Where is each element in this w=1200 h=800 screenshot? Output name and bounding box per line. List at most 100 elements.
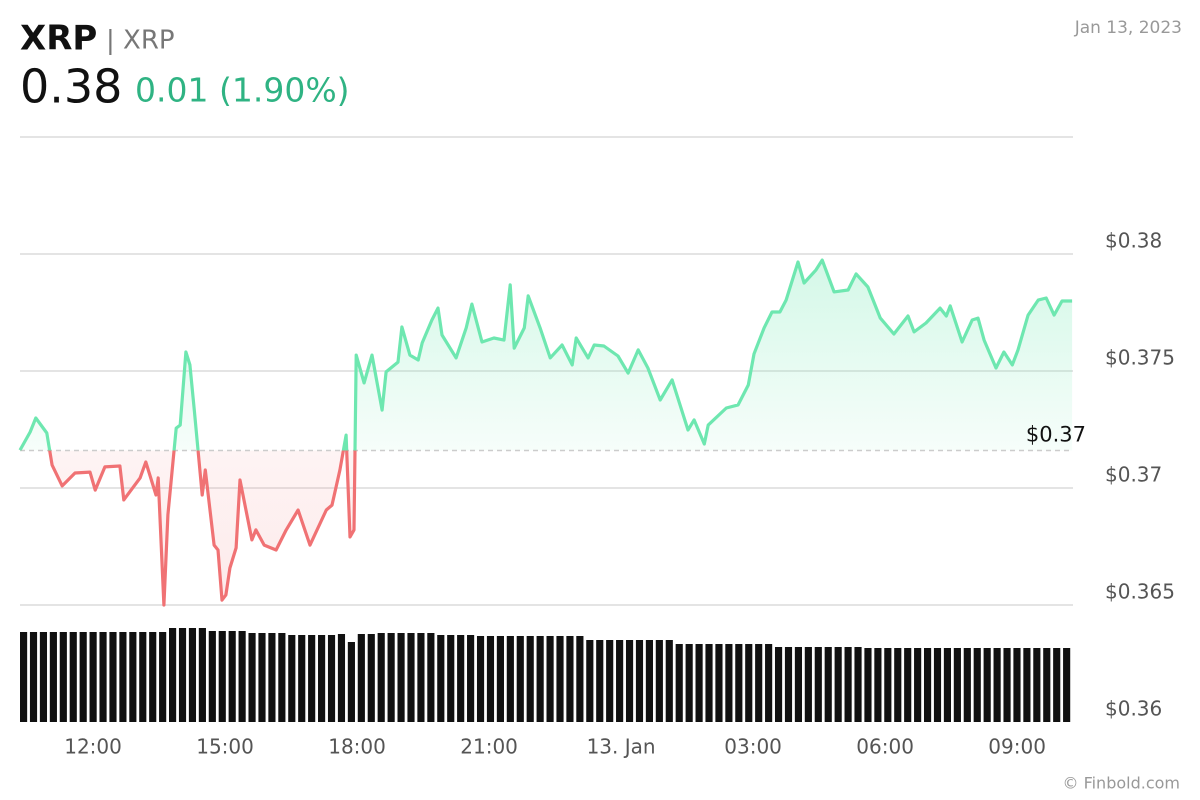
volume-bar bbox=[645, 640, 653, 722]
x-tick-label: 13. Jan bbox=[587, 735, 656, 759]
volume-bar bbox=[357, 634, 365, 722]
volume-bar bbox=[149, 632, 157, 722]
volume-bar bbox=[248, 633, 256, 722]
volume-bar bbox=[298, 635, 306, 722]
volume-bar bbox=[367, 634, 375, 722]
volume-bar bbox=[268, 633, 276, 722]
volume-bar bbox=[1053, 648, 1061, 722]
volume-bar bbox=[665, 640, 673, 722]
volume-bar bbox=[288, 635, 296, 722]
x-tick-label: 21:00 bbox=[460, 735, 518, 759]
asset-symbol: XRP bbox=[20, 19, 97, 59]
baseline-label: $0.37 bbox=[1026, 423, 1086, 447]
volume-bar bbox=[824, 647, 832, 722]
volume-bar bbox=[397, 633, 405, 722]
volume-bar bbox=[457, 635, 465, 722]
volume-bar bbox=[953, 648, 961, 722]
volume-bar bbox=[834, 647, 842, 722]
volume-bar bbox=[318, 635, 326, 722]
volume-bar bbox=[963, 648, 971, 722]
volume-bar bbox=[516, 636, 524, 722]
volume-bar bbox=[983, 648, 991, 722]
volume-bar bbox=[208, 631, 216, 722]
volume-bar bbox=[904, 648, 912, 722]
price: 0.38 bbox=[20, 60, 122, 114]
volume-bar bbox=[20, 632, 28, 722]
volume-bar bbox=[218, 631, 226, 722]
x-tick-label: 09:00 bbox=[988, 735, 1046, 759]
price-change: 0.01 (1.90%) bbox=[135, 71, 350, 110]
volume-bar bbox=[546, 636, 554, 722]
volume-bar bbox=[993, 648, 1001, 722]
volume-bar bbox=[1013, 648, 1021, 722]
volume-bar bbox=[844, 647, 852, 722]
volume-bar bbox=[596, 640, 604, 722]
volume-bar bbox=[337, 634, 346, 722]
volume-bar bbox=[755, 644, 763, 722]
volume-bar bbox=[188, 628, 197, 722]
volume-bar bbox=[278, 633, 286, 722]
volume-bar bbox=[89, 632, 97, 722]
volume-bar bbox=[139, 632, 147, 722]
volume-bar bbox=[49, 632, 57, 722]
price-area bbox=[20, 260, 1073, 605]
volume-bar bbox=[1003, 648, 1011, 722]
volume-bar bbox=[1043, 648, 1051, 722]
volume-bar bbox=[109, 632, 117, 722]
volume-bar bbox=[556, 636, 564, 722]
volume-bar bbox=[1033, 648, 1041, 722]
volume-bar bbox=[1063, 648, 1071, 722]
volume-bar bbox=[655, 640, 663, 722]
volume-bar bbox=[427, 633, 435, 722]
volume-bar bbox=[804, 647, 812, 722]
volume-bar bbox=[486, 636, 495, 722]
volume-bar bbox=[327, 635, 336, 722]
y-tick-label: $0.36 bbox=[1105, 697, 1162, 721]
volume-bar bbox=[69, 632, 77, 722]
volume-bar bbox=[923, 648, 932, 722]
y-tick-label: $0.38 bbox=[1105, 229, 1162, 253]
volume-bar bbox=[169, 628, 177, 722]
volume-bar bbox=[59, 632, 67, 722]
volume-bar bbox=[119, 632, 127, 722]
volume-bar bbox=[616, 640, 624, 722]
volume-bar bbox=[566, 636, 574, 722]
volume-bar bbox=[705, 644, 713, 722]
volume-bar bbox=[715, 644, 723, 722]
volume-bar bbox=[536, 636, 544, 722]
y-tick-label: $0.37 bbox=[1105, 463, 1162, 487]
volume-bar bbox=[506, 636, 514, 722]
volume-bar bbox=[635, 640, 644, 722]
x-tick-label: 06:00 bbox=[856, 735, 914, 759]
volume-bar bbox=[387, 633, 395, 722]
volume-bar bbox=[576, 636, 584, 722]
volume-bar bbox=[973, 648, 981, 722]
date: Jan 13, 2023 bbox=[1074, 18, 1182, 38]
x-tick-label: 18:00 bbox=[328, 735, 386, 759]
volume-bar bbox=[894, 648, 902, 722]
volume-bar bbox=[914, 648, 922, 722]
volume-bar bbox=[39, 632, 48, 722]
volume-bar bbox=[198, 628, 206, 722]
volume-bar bbox=[79, 632, 87, 722]
volume-bar bbox=[933, 648, 942, 722]
volume-bar bbox=[745, 644, 753, 722]
volume-bar bbox=[228, 631, 236, 722]
volume-bar bbox=[794, 647, 803, 722]
price-line bbox=[18, 258, 1073, 607]
volume-bar bbox=[526, 636, 534, 722]
y-tick-label: $0.375 bbox=[1105, 346, 1175, 370]
volume-bar bbox=[625, 640, 634, 722]
volume-bar bbox=[725, 644, 733, 722]
volume-bar bbox=[864, 648, 872, 722]
volume-bar bbox=[814, 647, 822, 722]
volume-bar bbox=[1023, 648, 1031, 722]
volume-bar bbox=[675, 644, 683, 722]
volume-bar bbox=[238, 631, 246, 722]
x-tick-label: 03:00 bbox=[724, 735, 782, 759]
volume-bar bbox=[695, 644, 703, 722]
volume-bar bbox=[496, 636, 504, 722]
volume-bar bbox=[467, 635, 475, 722]
